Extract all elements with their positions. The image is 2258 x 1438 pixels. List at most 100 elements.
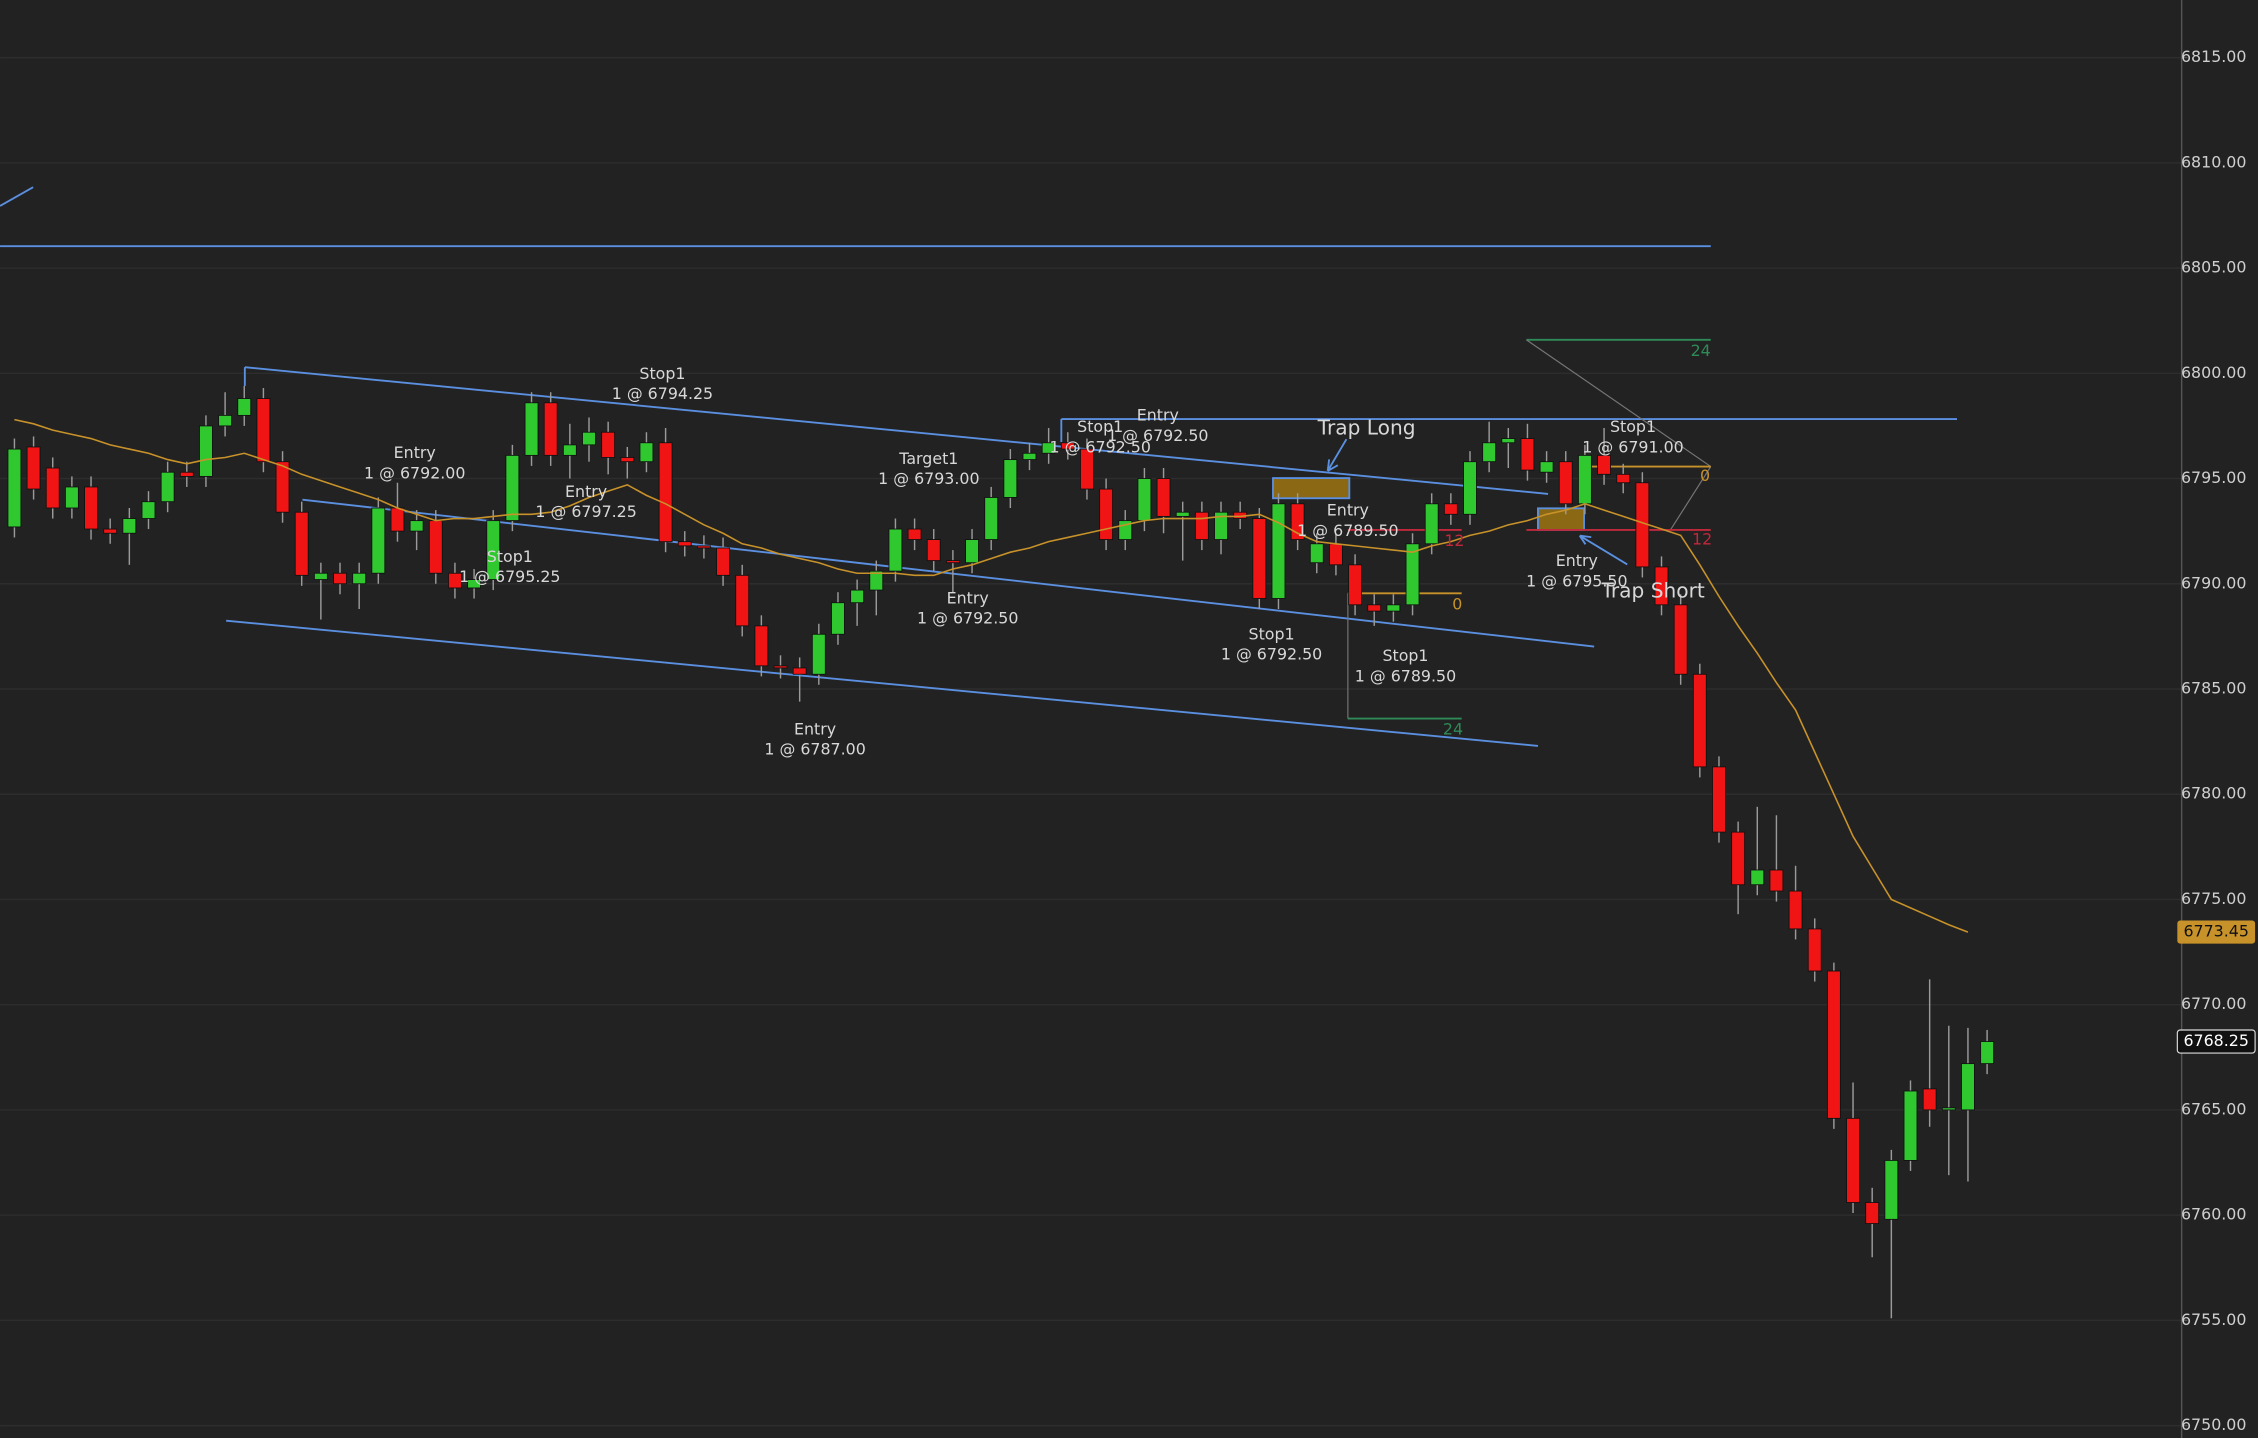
candle-body	[428, 520, 443, 574]
candle-body	[1903, 1090, 1918, 1161]
annotation: Stop1	[1610, 417, 1656, 436]
annotation: 1 @ 6792.50	[1107, 426, 1208, 445]
candle-body	[1175, 511, 1190, 517]
candle-body	[1884, 1159, 1899, 1220]
annotation: 12	[1444, 531, 1464, 550]
annotation: Stop1	[639, 364, 685, 383]
candle-body	[64, 486, 79, 509]
y-tick-label: 6755.00	[2181, 1310, 2246, 1329]
measure-line	[1526, 339, 1712, 468]
annotation: 12	[1692, 530, 1712, 549]
candle-body	[467, 579, 481, 589]
candle-body	[1309, 543, 1324, 564]
candle-body	[1980, 1041, 1995, 1065]
y-tick-label: 6815.00	[2181, 47, 2246, 66]
y-tick-label: 6810.00	[2181, 152, 2246, 171]
candle-body	[869, 570, 884, 591]
candle-body	[1443, 503, 1458, 515]
candle-body	[1041, 442, 1056, 454]
drawings	[0, 186, 1958, 747]
candle-body	[677, 541, 692, 547]
y-tick-label: 6790.00	[2181, 573, 2246, 592]
y-tick-label: 6780.00	[2181, 784, 2246, 803]
candle-body	[1865, 1202, 1880, 1225]
candle-body	[1788, 890, 1803, 930]
annotation: 1 @ 6787.00	[764, 740, 865, 759]
price-badge-label: 6773.45	[2183, 922, 2248, 941]
y-tick-label: 6795.00	[2181, 468, 2246, 487]
candle-body	[1156, 478, 1171, 517]
candle-body	[1692, 673, 1707, 768]
candle-body	[945, 560, 960, 564]
candle-body	[1003, 459, 1018, 498]
candle-body	[620, 457, 635, 463]
plot	[7, 385, 1995, 1319]
candle-body	[1712, 766, 1726, 833]
candle-body	[811, 633, 826, 675]
candle-body	[1424, 503, 1439, 545]
candle-body	[1750, 869, 1765, 886]
candle-body	[1654, 566, 1669, 606]
candle-body	[1060, 442, 1075, 450]
candle-body	[1941, 1107, 1956, 1111]
y-axis: 6750.00 6755.00 6760.00 6765.00 6770.00 6775.…	[2176, 47, 2256, 1434]
candle-body	[907, 528, 922, 540]
price-badge-label: 6768.25	[2183, 1031, 2248, 1050]
annotation: Trap Long	[1317, 416, 1416, 440]
candle-body	[850, 589, 865, 604]
candle-body	[754, 625, 769, 667]
candle-body	[1080, 448, 1094, 490]
candle-body	[1501, 438, 1516, 444]
price-badge	[2177, 920, 2256, 944]
annotation: Stop1	[1249, 625, 1295, 644]
moving-average-line	[14, 418, 1969, 933]
candle-body	[735, 574, 750, 627]
annotation: 1 @ 6797.25	[535, 502, 636, 521]
candle-body	[1558, 461, 1573, 505]
candle-body	[275, 461, 290, 513]
candle-body	[505, 454, 520, 522]
candle-body	[1386, 604, 1401, 612]
candle-body	[543, 402, 558, 456]
annotation: 1 @ 6789.50	[1297, 521, 1398, 540]
channel-line	[226, 619, 1539, 747]
candle-body	[1961, 1063, 1975, 1111]
channel-line	[244, 366, 1549, 495]
candle-body	[888, 528, 903, 572]
candle-body	[773, 665, 788, 669]
candle-body	[562, 444, 577, 456]
candle-body	[409, 520, 424, 532]
candle-body	[333, 572, 347, 585]
annotation: 1 @ 6791.00	[1582, 437, 1683, 456]
annotation: Entry	[1327, 501, 1369, 520]
candle-body	[84, 486, 98, 530]
candle-body	[1252, 518, 1267, 599]
y-tick-label: 6760.00	[2181, 1205, 2246, 1224]
candle-body	[313, 572, 328, 580]
candle-body	[141, 501, 156, 519]
candle-body	[1194, 511, 1209, 540]
candle-body	[1846, 1117, 1860, 1203]
candle-body	[1807, 928, 1822, 972]
y-tick-label: 6805.00	[2181, 258, 2246, 277]
candle-body	[1482, 442, 1497, 463]
annotation: 24	[1691, 341, 1711, 360]
annotation: 1 @ 6795.25	[459, 567, 560, 586]
arrow	[1326, 438, 1348, 472]
annotation: 1 @ 6793.00	[878, 469, 979, 488]
annotation: 1 @ 6794.25	[612, 384, 713, 403]
candle-body	[103, 528, 118, 534]
annotation: Entry	[1556, 551, 1598, 570]
candle-body	[601, 431, 616, 458]
candle-body	[122, 518, 137, 534]
candle-body	[965, 539, 979, 564]
candle-body	[1329, 543, 1343, 566]
annotation: Stop1	[1077, 417, 1123, 436]
candle-body	[926, 539, 941, 562]
y-tick-label: 6800.00	[2181, 363, 2246, 382]
annotation: Entry	[565, 482, 607, 501]
candle-body	[716, 547, 730, 576]
annotation: Target1	[898, 449, 958, 468]
candle-body	[1577, 454, 1592, 505]
